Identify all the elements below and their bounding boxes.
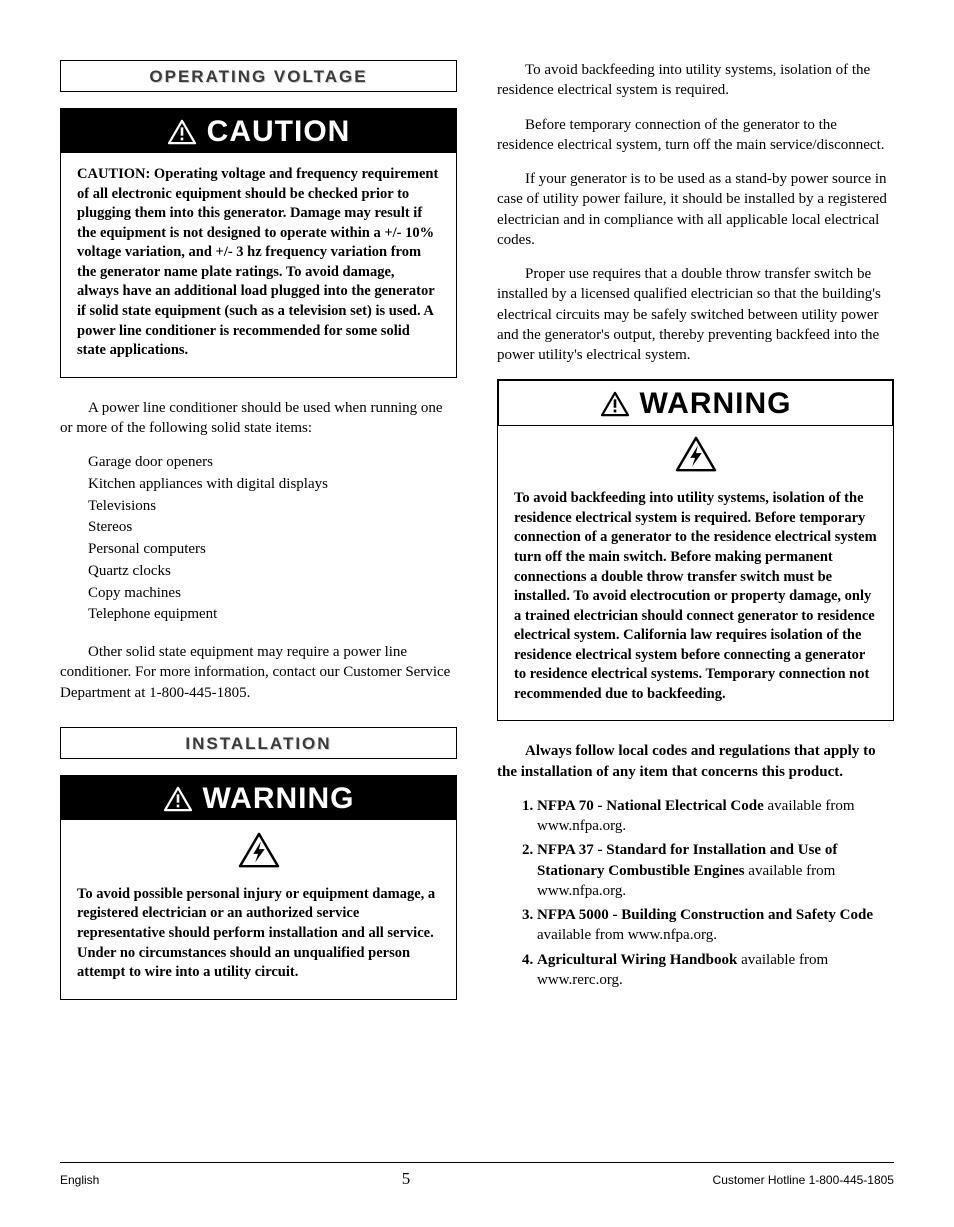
warning-install-box: WARNING To avoid possible personal injur…: [60, 775, 457, 1000]
alert-triangle-icon: [163, 786, 193, 812]
list-item: Agricultural Wiring Handbook available f…: [537, 950, 894, 991]
two-column-layout: OPERATING VOLTAGE CAUTION CAUTION: Opera…: [60, 60, 894, 1020]
left-column: OPERATING VOLTAGE CAUTION CAUTION: Opera…: [60, 60, 457, 1020]
right-p2: Before temporary connection of the gener…: [497, 115, 894, 156]
list-item: Copy machines: [88, 583, 457, 605]
warning-backfeed-text: To avoid backfeeding into utility system…: [514, 489, 877, 704]
warning-label: WARNING: [203, 782, 355, 816]
solid-state-list: Garage door openers Kitchen appliances w…: [88, 452, 457, 626]
list-item: Personal computers: [88, 539, 457, 561]
warning-banner: WARNING: [61, 776, 456, 820]
section-header-operating-voltage: OPERATING VOLTAGE: [60, 60, 457, 92]
footer-left: English: [60, 1173, 99, 1187]
alert-triangle-icon: [600, 391, 630, 417]
page-number: 5: [402, 1169, 411, 1189]
list-item: Quartz clocks: [88, 561, 457, 583]
alert-triangle-icon: [167, 119, 197, 145]
section-title: OPERATING VOLTAGE: [149, 67, 367, 86]
other-solid-state: Other solid state equipment may require …: [60, 642, 457, 703]
list-item: NFPA 70 - National Electrical Code avail…: [537, 796, 894, 837]
section-title: INSTALLATION: [185, 734, 331, 753]
caution-banner: CAUTION: [61, 109, 456, 153]
warning-install-text: To avoid possible personal injury or equ…: [77, 885, 440, 983]
right-column: To avoid backfeeding into utility system…: [497, 60, 894, 1020]
list-item: NFPA 37 - Standard for Installation and …: [537, 840, 894, 901]
right-p4: Proper use requires that a double throw …: [497, 264, 894, 365]
reference-list: NFPA 70 - National Electrical Code avail…: [497, 796, 894, 990]
warning-banner-white: WARNING: [498, 380, 893, 426]
caution-box: CAUTION CAUTION: Operating voltage and f…: [60, 108, 457, 378]
ref-title: Agricultural Wiring Handbook: [537, 952, 737, 968]
page-footer: English 5 Customer Hotline 1-800-445-180…: [60, 1162, 894, 1189]
list-item: Kitchen appliances with digital displays: [88, 474, 457, 496]
warning-label: WARNING: [640, 387, 792, 421]
list-item: Garage door openers: [88, 452, 457, 474]
list-item: Telephone equipment: [88, 604, 457, 626]
warning-backfeed-box: WARNING To avoid backfeeding into utilit…: [497, 379, 894, 721]
conditioner-intro: A power line conditioner should be used …: [60, 398, 457, 439]
ref-title: NFPA 70 - National Electrical Code: [537, 798, 764, 814]
shock-hazard-icon: [238, 832, 280, 870]
ref-title: NFPA 5000 - Building Construction and Sa…: [537, 907, 873, 923]
list-item: NFPA 5000 - Building Construction and Sa…: [537, 905, 894, 946]
ref-tail: available from www.nfpa.org.: [537, 927, 717, 943]
list-item: Televisions: [88, 496, 457, 518]
hazard-icon-row: [514, 436, 877, 479]
caution-text: CAUTION: Operating voltage and frequency…: [77, 165, 440, 361]
hazard-icon-row: [77, 832, 440, 875]
list-item: Stereos: [88, 517, 457, 539]
local-codes-para: Always follow local codes and regulation…: [497, 741, 894, 782]
footer-right: Customer Hotline 1-800-445-1805: [713, 1173, 894, 1187]
shock-hazard-icon: [675, 436, 717, 474]
right-p3: If your generator is to be used as a sta…: [497, 169, 894, 250]
caution-label: CAUTION: [207, 115, 351, 149]
right-p1: To avoid backfeeding into utility system…: [497, 60, 894, 101]
section-header-installation: INSTALLATION: [60, 727, 457, 759]
